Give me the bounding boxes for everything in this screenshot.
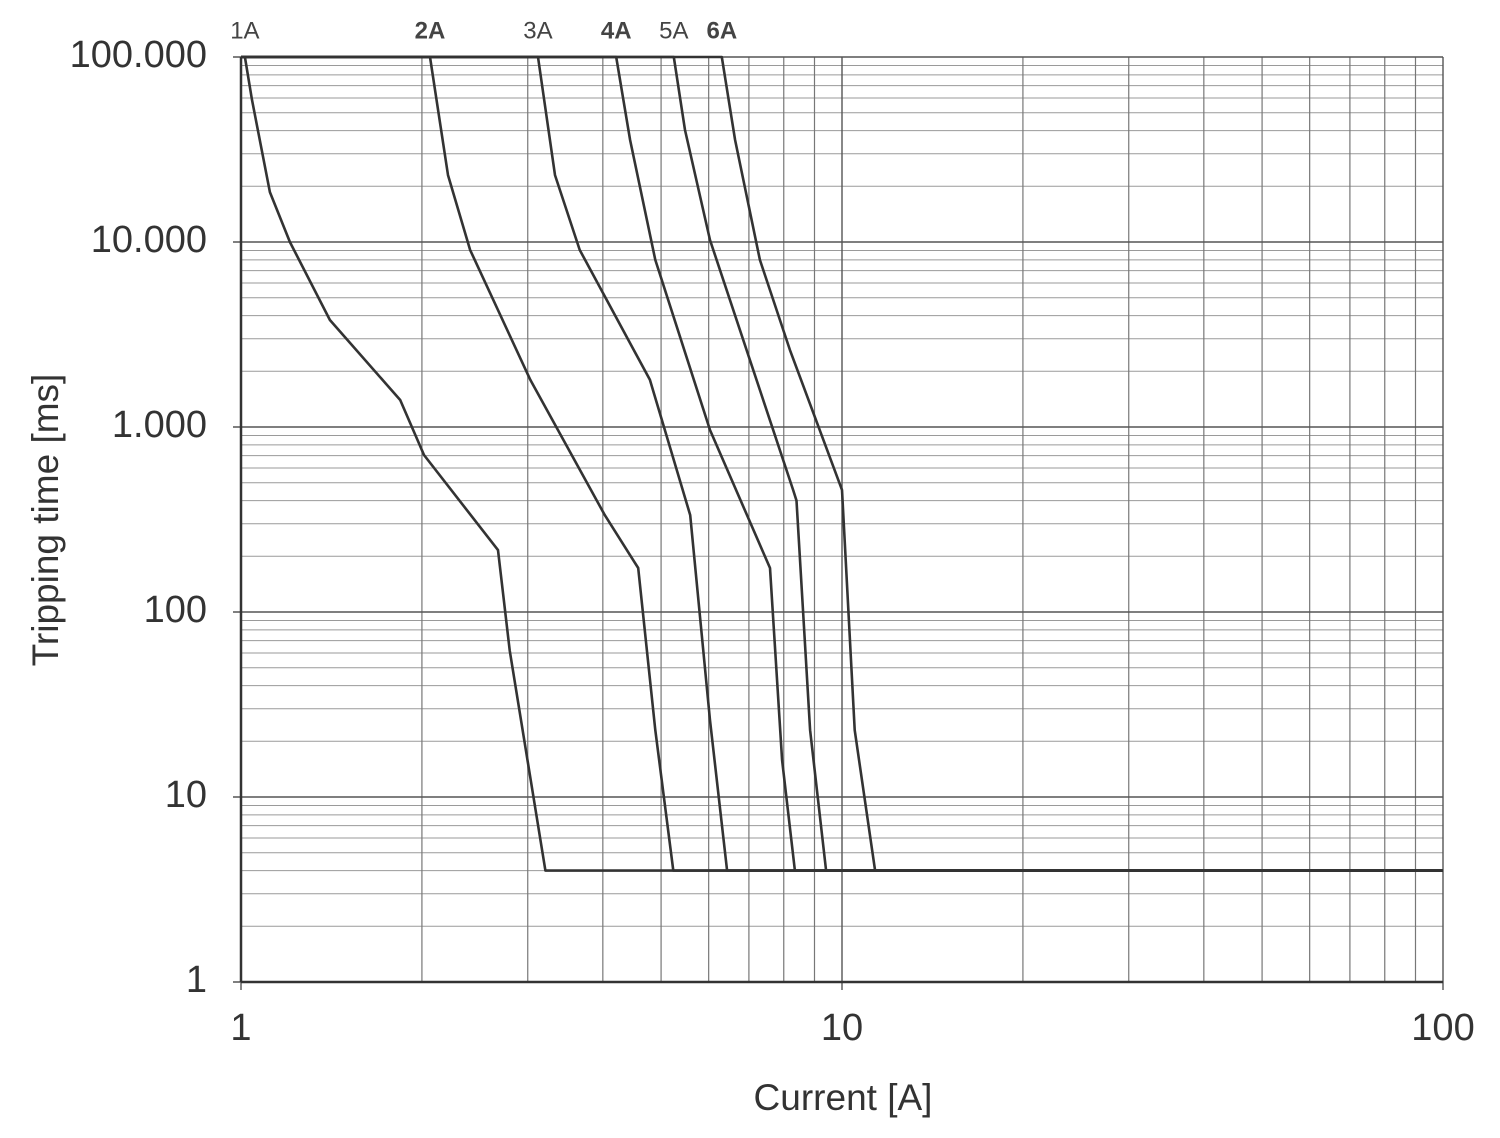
- legend-label: 2A: [415, 17, 446, 44]
- y-tick-label: 100: [144, 589, 207, 631]
- y-tick-label: 1.000: [112, 404, 207, 446]
- x-tick-label: 100: [1411, 1007, 1474, 1049]
- y-tick-label: 1: [186, 959, 207, 1001]
- x-tick-label: 10: [821, 1007, 863, 1049]
- series-line: [241, 55, 1443, 872]
- legend-label: 3A: [523, 17, 552, 44]
- x-axis-title: Current [A]: [754, 1077, 933, 1118]
- legend-label: 4A: [601, 17, 632, 44]
- series-line: [241, 55, 1443, 872]
- lines: [241, 55, 1443, 872]
- grid: [233, 56, 1444, 990]
- y-tick-label: 100.000: [70, 34, 207, 76]
- y-axis-title: Tripping time [ms]: [25, 374, 66, 667]
- series-line: [241, 55, 1443, 872]
- legend-label: 1A: [230, 17, 259, 44]
- legend-label: 6A: [706, 17, 737, 44]
- series-line: [241, 55, 1443, 872]
- series-line: [241, 55, 1443, 872]
- y-tick-label: 10.000: [91, 219, 207, 261]
- x-tick-label: 1: [230, 1007, 251, 1049]
- series-line: [241, 55, 1443, 872]
- labels: 1 10 100 1.000 10.000 100.000 1 10 100 1A 2A 3A 4A 5A…: [70, 17, 1475, 1049]
- legend-label: 5A: [659, 17, 688, 44]
- y-tick-label: 10: [165, 774, 207, 816]
